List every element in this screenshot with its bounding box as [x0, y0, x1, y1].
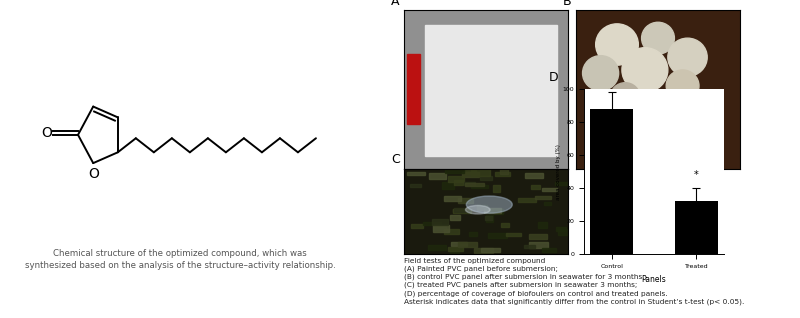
Circle shape — [596, 24, 638, 65]
Bar — [470, 169, 490, 176]
Bar — [462, 172, 478, 177]
Bar — [410, 184, 421, 187]
Bar — [555, 182, 571, 185]
Bar — [495, 172, 510, 176]
Bar — [443, 229, 459, 234]
Circle shape — [596, 121, 622, 146]
Bar — [506, 232, 522, 236]
X-axis label: Panels: Panels — [642, 275, 666, 284]
Circle shape — [666, 70, 699, 102]
Text: *: * — [694, 170, 698, 180]
Bar — [486, 217, 492, 219]
Bar — [433, 225, 446, 230]
Bar — [558, 229, 573, 235]
Bar — [493, 185, 500, 192]
Bar — [442, 182, 454, 189]
Text: Chemical structure of the optimized compound, which was
synthesized based on the: Chemical structure of the optimized comp… — [25, 249, 335, 270]
Bar — [453, 209, 466, 212]
Circle shape — [622, 48, 668, 92]
Circle shape — [614, 105, 653, 143]
Circle shape — [658, 113, 690, 145]
Bar — [484, 208, 501, 213]
Bar — [447, 176, 464, 182]
Bar — [429, 173, 446, 179]
Ellipse shape — [466, 205, 490, 214]
Circle shape — [689, 94, 718, 122]
Bar — [525, 173, 543, 178]
Bar — [463, 168, 476, 174]
Bar — [556, 227, 566, 231]
Bar — [451, 242, 467, 246]
Bar — [474, 248, 493, 253]
Text: O: O — [89, 167, 99, 181]
Text: C: C — [391, 153, 400, 166]
Bar — [448, 247, 463, 252]
Bar — [454, 180, 462, 185]
Text: D: D — [549, 71, 558, 84]
Bar — [466, 183, 484, 185]
Circle shape — [582, 56, 618, 91]
Bar — [538, 222, 547, 228]
Bar — [469, 232, 477, 236]
Bar — [590, 109, 633, 254]
Bar — [481, 248, 500, 252]
Text: O: O — [42, 126, 52, 140]
Bar — [500, 169, 508, 174]
Text: A: A — [391, 0, 399, 8]
Bar — [450, 248, 459, 253]
Bar — [407, 172, 425, 175]
Bar — [534, 196, 550, 199]
Bar — [524, 245, 535, 248]
Text: B: B — [563, 0, 571, 8]
Circle shape — [610, 83, 640, 111]
Circle shape — [653, 95, 679, 121]
Bar — [428, 245, 446, 250]
Bar — [458, 198, 474, 203]
Text: Field tests of the optimized compound
(A) Painted PVC panel before submersion;
(: Field tests of the optimized compound (A… — [404, 258, 744, 305]
Bar — [489, 209, 503, 213]
Circle shape — [642, 22, 674, 54]
Bar — [531, 184, 540, 189]
Bar — [529, 242, 549, 248]
Bar — [453, 209, 471, 213]
Bar — [544, 202, 550, 205]
Bar — [407, 54, 421, 124]
Bar — [494, 209, 503, 214]
Bar — [480, 176, 492, 181]
Bar — [458, 242, 478, 246]
Bar — [470, 185, 488, 188]
Circle shape — [668, 38, 707, 76]
Bar — [454, 208, 470, 212]
Bar — [488, 233, 507, 238]
Bar — [675, 202, 718, 254]
Y-axis label: area covered by (%): area covered by (%) — [556, 144, 562, 200]
Bar — [445, 168, 464, 173]
Bar — [542, 248, 556, 252]
Bar — [501, 224, 509, 227]
Bar — [411, 224, 422, 228]
Bar — [486, 215, 493, 222]
Bar — [432, 219, 448, 225]
Bar — [450, 215, 460, 220]
Bar — [434, 225, 449, 232]
Bar — [542, 188, 557, 191]
Ellipse shape — [466, 196, 512, 213]
Bar — [518, 198, 536, 202]
Bar — [477, 205, 487, 210]
Bar — [444, 196, 462, 201]
Bar — [423, 222, 442, 225]
Bar — [530, 234, 547, 239]
Bar — [464, 182, 474, 185]
Bar — [426, 25, 557, 156]
